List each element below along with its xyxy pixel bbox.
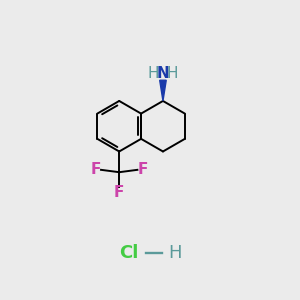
Text: F: F bbox=[114, 185, 124, 200]
Text: H: H bbox=[167, 66, 178, 81]
Text: F: F bbox=[138, 162, 148, 177]
Polygon shape bbox=[160, 80, 166, 101]
Text: Cl: Cl bbox=[119, 244, 139, 262]
Text: F: F bbox=[91, 162, 101, 177]
Text: H: H bbox=[148, 66, 159, 81]
Text: N: N bbox=[157, 66, 169, 81]
Text: H: H bbox=[168, 244, 181, 262]
